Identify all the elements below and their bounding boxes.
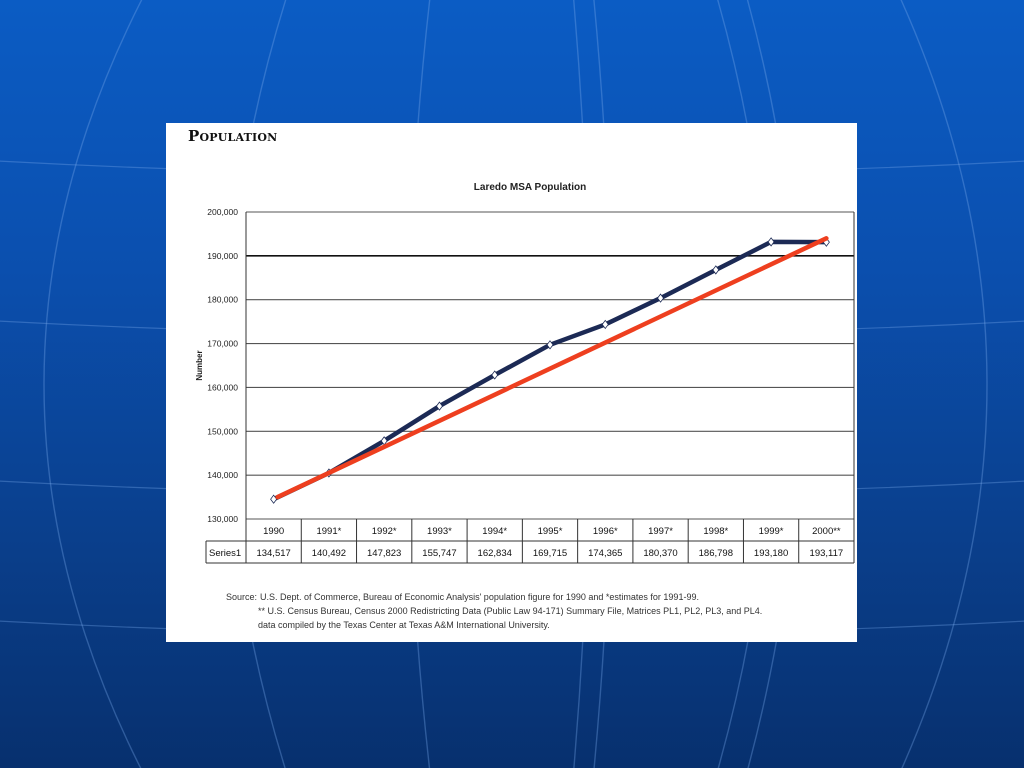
y-axis-label: Number: [195, 350, 204, 380]
x-tick-label: 2000**: [812, 526, 841, 537]
x-tick-label: 1991*: [316, 526, 341, 537]
data-label: 193,180: [754, 548, 788, 559]
source-note: Source: U.S. Dept. of Commerce, Bureau of…: [226, 590, 762, 632]
source-line-2: ** U.S. Census Bureau, Census 2000 Redis…: [258, 606, 763, 616]
data-point: [435, 401, 443, 411]
data-point: [491, 370, 499, 380]
data-label: 193,117: [810, 548, 844, 559]
panel-heading: Population: [188, 127, 278, 145]
trend-line: [275, 236, 829, 500]
data-point: [546, 340, 554, 350]
y-tick-label: 130,000: [207, 514, 238, 524]
y-tick-label: 170,000: [207, 339, 238, 349]
data-label: 134,517: [256, 548, 290, 559]
y-tick-label: 150,000: [207, 426, 238, 436]
data-label: 174,365: [588, 548, 622, 559]
data-label: 186,798: [699, 548, 733, 559]
chart-title: Laredo MSA Population: [474, 182, 586, 193]
data-point: [601, 319, 609, 330]
x-tick-label: 1999*: [759, 526, 784, 537]
data-label: 147,823: [367, 548, 401, 559]
source-line-1: U.S. Dept. of Commerce, Bureau of Econom…: [260, 592, 699, 602]
data-label: 169,715: [533, 548, 567, 559]
x-tick-label: 1990: [263, 526, 284, 537]
data-label: 180,370: [643, 548, 677, 559]
source-line-3: data compiled by the Texas Center at Tex…: [258, 620, 550, 630]
bg-meridian: [43, 0, 143, 768]
data-label: 162,834: [478, 548, 512, 559]
source-label: Source:: [226, 592, 258, 602]
y-tick-label: 140,000: [207, 470, 238, 480]
y-tick-label: 180,000: [207, 295, 238, 305]
data-point: [712, 265, 720, 275]
chart-panel: Population Laredo MSA Population Number 13…: [166, 123, 857, 642]
x-tick-label: 1995*: [538, 526, 563, 537]
x-tick-label: 1992*: [372, 526, 397, 537]
data-point: [767, 237, 775, 247]
x-tick-label: 1997*: [648, 526, 673, 537]
x-tick-label: 1993*: [427, 526, 452, 537]
x-tick-label: 1998*: [703, 526, 728, 537]
x-tick-label: 1994*: [482, 526, 507, 537]
y-tick-label: 190,000: [207, 251, 238, 261]
bg-meridian: [900, 0, 988, 768]
y-tick-label: 200,000: [207, 207, 238, 217]
data-label: 140,492: [312, 548, 346, 559]
x-tick-label: 1996*: [593, 526, 618, 537]
population-chart: Laredo MSA Population Number 130,000 140,00…: [195, 182, 855, 564]
series-name: Series1: [209, 548, 241, 559]
y-tick-label: 160,000: [207, 382, 238, 392]
data-point: [657, 293, 665, 303]
data-label: 155,747: [422, 548, 456, 559]
